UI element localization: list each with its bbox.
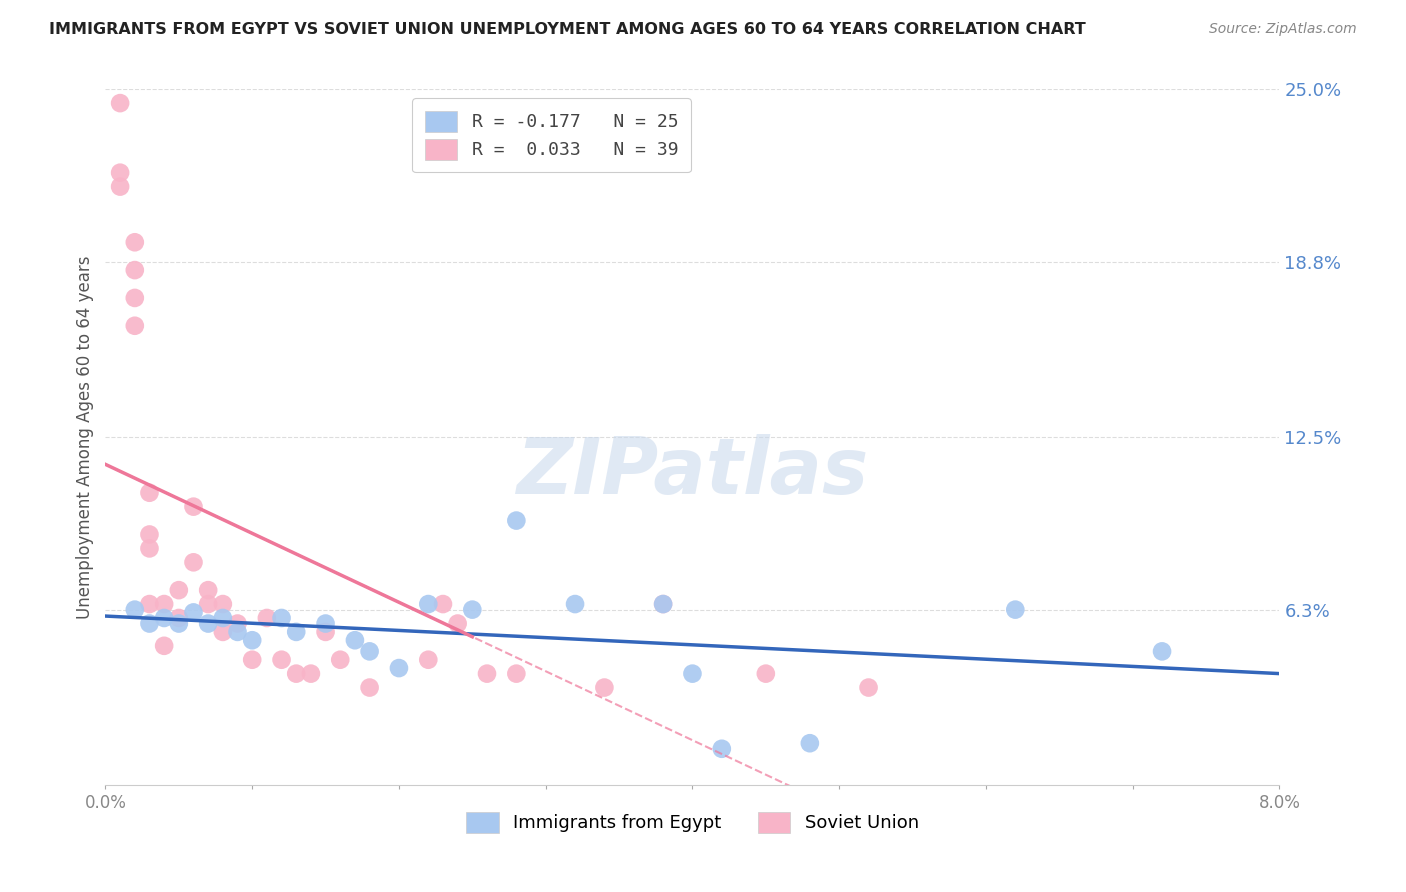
Point xyxy=(138,485,160,500)
Point xyxy=(167,583,190,598)
Point xyxy=(418,653,440,667)
Point xyxy=(108,179,131,194)
Point xyxy=(505,666,527,681)
Text: ZIPatlas: ZIPatlas xyxy=(516,434,869,510)
Point xyxy=(505,514,527,528)
Point xyxy=(124,263,146,277)
Point xyxy=(564,597,586,611)
Point xyxy=(124,291,146,305)
Text: IMMIGRANTS FROM EGYPT VS SOVIET UNION UNEMPLOYMENT AMONG AGES 60 TO 64 YEARS COR: IMMIGRANTS FROM EGYPT VS SOVIET UNION UN… xyxy=(49,22,1085,37)
Point xyxy=(359,644,381,658)
Point xyxy=(299,666,322,681)
Point xyxy=(197,583,219,598)
Point xyxy=(138,597,160,611)
Point xyxy=(226,616,249,631)
Point xyxy=(432,597,454,611)
Point xyxy=(108,166,131,180)
Point xyxy=(593,681,616,695)
Point xyxy=(388,661,411,675)
Point xyxy=(1150,644,1173,658)
Point xyxy=(447,616,470,631)
Point xyxy=(682,666,704,681)
Point xyxy=(138,541,160,556)
Point xyxy=(197,616,219,631)
Point xyxy=(138,527,160,541)
Point xyxy=(461,602,484,616)
Point xyxy=(138,616,160,631)
Point xyxy=(183,606,205,620)
Point xyxy=(285,666,308,681)
Point xyxy=(108,96,131,111)
Point xyxy=(652,597,675,611)
Point xyxy=(270,653,292,667)
Point xyxy=(315,616,337,631)
Point xyxy=(710,741,733,756)
Point xyxy=(153,597,176,611)
Point xyxy=(329,653,352,667)
Point xyxy=(799,736,821,750)
Point xyxy=(167,611,190,625)
Legend: Immigrants from Egypt, Soviet Union: Immigrants from Egypt, Soviet Union xyxy=(454,799,931,846)
Point xyxy=(240,653,263,667)
Point xyxy=(359,681,381,695)
Point xyxy=(183,555,205,569)
Point xyxy=(211,597,233,611)
Point xyxy=(256,611,278,625)
Point xyxy=(1004,602,1026,616)
Point xyxy=(755,666,778,681)
Point xyxy=(124,318,146,333)
Point xyxy=(211,624,233,639)
Point xyxy=(226,624,249,639)
Y-axis label: Unemployment Among Ages 60 to 64 years: Unemployment Among Ages 60 to 64 years xyxy=(76,255,94,619)
Point xyxy=(418,597,440,611)
Point xyxy=(315,624,337,639)
Point xyxy=(270,611,292,625)
Point xyxy=(211,611,233,625)
Text: Source: ZipAtlas.com: Source: ZipAtlas.com xyxy=(1209,22,1357,37)
Point xyxy=(153,639,176,653)
Point xyxy=(285,624,308,639)
Point xyxy=(343,633,366,648)
Point xyxy=(475,666,498,681)
Point xyxy=(153,611,176,625)
Point xyxy=(652,597,675,611)
Point xyxy=(124,602,146,616)
Point xyxy=(183,500,205,514)
Point xyxy=(240,633,263,648)
Point xyxy=(858,681,880,695)
Point xyxy=(197,597,219,611)
Point xyxy=(124,235,146,250)
Point xyxy=(167,616,190,631)
